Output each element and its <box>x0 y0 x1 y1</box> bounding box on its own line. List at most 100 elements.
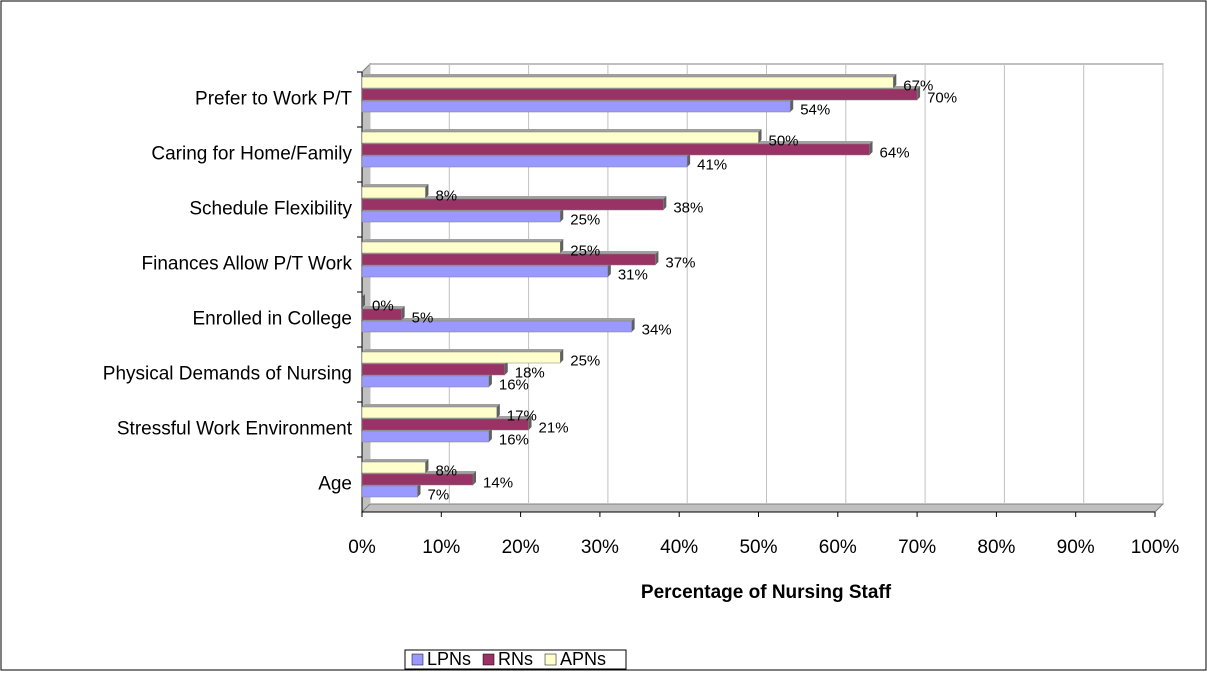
bar-side <box>893 74 897 88</box>
value-label: 17% <box>507 407 537 424</box>
value-label: 41% <box>697 156 727 173</box>
value-label: 0% <box>372 297 394 314</box>
bar-top <box>362 349 564 352</box>
bar-top <box>362 184 429 187</box>
value-label: 25% <box>570 242 600 259</box>
bar <box>361 265 609 278</box>
x-tick-label: 10% <box>422 537 460 558</box>
value-label: 64% <box>880 144 910 161</box>
bar-side <box>425 459 429 473</box>
y-tick-label: Finances Allow P/T Work <box>142 254 353 275</box>
bar-side <box>528 416 532 430</box>
bar <box>361 461 426 474</box>
bar-side <box>401 306 405 320</box>
bar-top <box>362 74 897 77</box>
y-tick-label: Enrolled in College <box>193 309 353 330</box>
value-label: 21% <box>539 419 569 436</box>
bar-side <box>631 318 635 332</box>
x-tick-label: 0% <box>348 537 376 558</box>
bar <box>361 131 759 144</box>
value-label: 25% <box>570 211 600 228</box>
floor <box>360 503 1165 513</box>
bar <box>361 143 870 156</box>
bar-top <box>362 129 762 132</box>
bar-side <box>790 98 794 112</box>
bar-side <box>607 263 611 277</box>
bar <box>361 198 664 211</box>
bar-side <box>663 196 667 210</box>
bar-top <box>362 239 564 242</box>
bar <box>361 351 561 364</box>
x-tick-label: 100% <box>1131 537 1180 558</box>
value-label: 7% <box>428 486 450 503</box>
x-tick-label: 60% <box>819 537 857 558</box>
legend-label: APNs <box>560 649 606 669</box>
bar-top <box>362 306 405 309</box>
bar <box>361 88 918 101</box>
value-label: 50% <box>769 132 799 149</box>
bar-side <box>758 129 762 143</box>
x-axis-title: Percentage of Nursing Staff <box>641 582 892 603</box>
bar-side <box>560 239 564 253</box>
legend: LPNs RNs APNs <box>404 649 627 670</box>
legend-box <box>404 649 627 670</box>
value-label: 54% <box>800 101 830 118</box>
y-tick-label: Physical Demands of Nursing <box>103 364 352 385</box>
bar-side <box>917 86 921 100</box>
value-label: 31% <box>618 266 648 283</box>
bar-side <box>425 184 429 198</box>
legend-swatch <box>544 653 557 666</box>
bar-side <box>560 349 564 363</box>
bar-top <box>362 196 667 199</box>
bar-top <box>362 459 429 462</box>
bar <box>361 473 474 486</box>
y-tick-label: Age <box>318 474 352 495</box>
bar-side <box>362 294 365 308</box>
x-tick-label: 30% <box>581 537 619 558</box>
bar <box>361 155 688 168</box>
bar-top <box>362 318 635 321</box>
value-label: 14% <box>483 474 513 491</box>
value-label: 38% <box>673 199 703 216</box>
bar <box>361 241 561 254</box>
bar <box>361 210 561 223</box>
legend-label: LPNs <box>427 649 471 669</box>
bar-top <box>362 404 500 407</box>
bar-side <box>687 153 691 167</box>
value-label: 5% <box>412 309 434 326</box>
bar <box>361 430 490 443</box>
value-label: 67% <box>903 77 933 94</box>
value-label: 25% <box>570 352 600 369</box>
bar <box>361 375 490 388</box>
y-tick-label: Prefer to Work P/T <box>195 89 352 110</box>
bar-side <box>655 251 659 265</box>
value-label: 18% <box>515 364 545 381</box>
value-label: 8% <box>435 187 457 204</box>
x-tick-label: 80% <box>977 537 1015 558</box>
legend-swatch <box>482 653 495 666</box>
y-tick-label: Schedule Flexibility <box>189 199 352 220</box>
value-label: 16% <box>499 431 529 448</box>
bar <box>361 406 498 419</box>
bar <box>361 100 791 113</box>
bar <box>361 363 505 376</box>
bar-side <box>504 361 508 375</box>
x-tick-label: 90% <box>1057 537 1095 558</box>
legend-swatch <box>411 653 424 666</box>
bar <box>361 308 402 321</box>
value-label: 37% <box>665 254 695 271</box>
y-tick-label: Caring for Home/Family <box>151 144 352 165</box>
legend-label: RNs <box>498 649 533 669</box>
x-tick-label: 40% <box>660 537 698 558</box>
bar <box>361 485 418 498</box>
bar-side <box>488 428 492 442</box>
bar <box>361 186 426 199</box>
x-tick-label: 70% <box>898 537 936 558</box>
bar-side <box>560 208 564 222</box>
x-tick-label: 50% <box>739 537 777 558</box>
value-label: 8% <box>435 462 457 479</box>
bar-side <box>417 483 421 497</box>
bar <box>361 253 656 266</box>
bar-side <box>473 471 477 485</box>
